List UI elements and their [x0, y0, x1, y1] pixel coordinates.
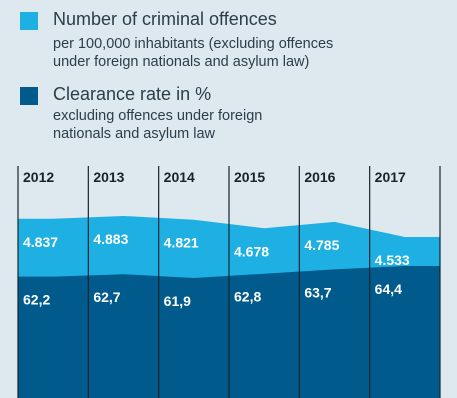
- year-label: 2014: [164, 169, 195, 185]
- clearance-value-label: 64,4: [375, 281, 402, 297]
- clearance-value-label: 62,7: [93, 289, 120, 305]
- legend-subtitle-clearance-line2: nationals and asylum law: [53, 126, 216, 142]
- offences-value-label: 4.678: [234, 243, 269, 259]
- year-label: 2016: [304, 169, 335, 185]
- year-label: 2013: [93, 169, 124, 185]
- legend-subtitle-offences-line1: per 100,000 inhabitants (excluding offen…: [53, 36, 334, 52]
- clearance-value-label: 62,8: [234, 289, 261, 305]
- legend-title-offences: Number of criminal offences: [53, 9, 277, 29]
- clearance-value-label: 63,7: [304, 284, 331, 300]
- legend-title-clearance: Clearance rate in %: [53, 84, 212, 104]
- clearance-value-label: 62,2: [23, 292, 50, 308]
- year-label: 2017: [375, 169, 406, 185]
- clearance-value-label: 61,9: [164, 293, 191, 309]
- legend-subtitle-offences-line2: under foreign nationals and asylum law): [53, 54, 310, 70]
- offences-value-label: 4.837: [23, 234, 58, 250]
- offences-value-label: 4.821: [164, 235, 199, 251]
- legend-subtitle-clearance-line1: excluding offences under foreign: [53, 108, 263, 124]
- legend-swatch-clearance: [20, 87, 38, 105]
- offences-value-label: 4.785: [304, 237, 339, 253]
- offences-value-label: 4.883: [93, 231, 128, 247]
- legend-swatch-offences: [20, 12, 38, 30]
- year-label: 2012: [23, 169, 54, 185]
- offences-value-label: 4.533: [375, 252, 410, 268]
- year-label: 2015: [234, 169, 265, 185]
